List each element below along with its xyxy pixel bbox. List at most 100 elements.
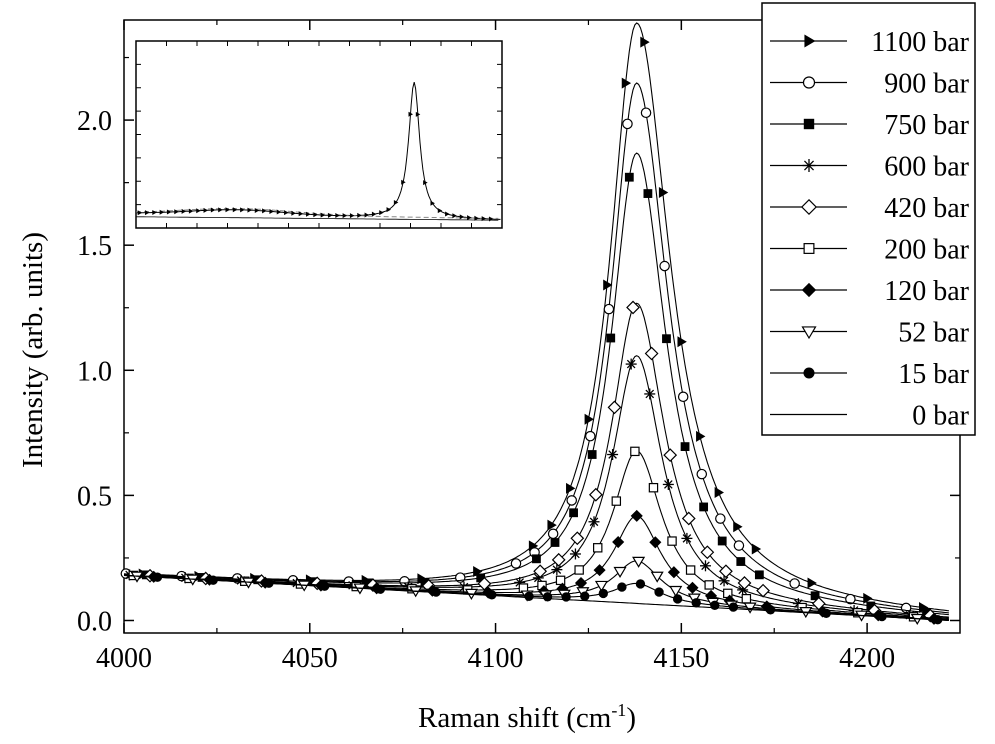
- data-point: [667, 536, 677, 546]
- data-point: [510, 558, 522, 569]
- legend-label: 200 bar: [884, 235, 969, 266]
- inset-data-point: [371, 211, 377, 217]
- data-point: [551, 552, 566, 567]
- x-tick-label: 4100: [468, 643, 524, 674]
- data-point: [719, 564, 733, 579]
- data-point: [532, 554, 541, 564]
- y-tick-label: 2.0: [77, 106, 112, 137]
- legend-entry: 120 bar: [770, 276, 970, 307]
- x-tick-label: 4050: [282, 643, 338, 674]
- inset-data-point: [232, 207, 238, 213]
- data-point: [681, 532, 693, 544]
- data-point: [473, 566, 483, 578]
- data-point: [696, 468, 708, 480]
- y-tick-label: 1.5: [77, 231, 112, 262]
- data-point: [733, 521, 743, 533]
- data-point: [555, 575, 566, 586]
- data-point: [718, 575, 730, 587]
- inset-data-point: [181, 208, 187, 214]
- data-point: [603, 279, 613, 291]
- inset-data-point: [364, 212, 370, 218]
- inset-data-point: [188, 208, 194, 214]
- data-point: [644, 346, 659, 361]
- inset-data-point: [269, 208, 274, 214]
- inset-plot: [135, 40, 503, 229]
- inset-data-point: [137, 210, 143, 216]
- legend-entry: 15 bar: [770, 359, 970, 390]
- data-point: [476, 573, 486, 583]
- data-point: [640, 36, 650, 48]
- inset-data-point: [445, 211, 450, 217]
- inset-data-point: [152, 209, 157, 215]
- series-line: [123, 574, 949, 622]
- data-point: [717, 536, 727, 546]
- inset-data-point: [166, 209, 172, 215]
- data-point: [802, 76, 816, 89]
- data-point: [630, 509, 643, 522]
- inset-data-point: [196, 208, 201, 214]
- inset-data-point: [225, 207, 230, 213]
- data-point: [574, 577, 588, 590]
- inset-data-point: [423, 180, 428, 186]
- data-point: [700, 545, 715, 560]
- x-axis-label-sup: -1: [611, 700, 626, 720]
- data-point: [845, 593, 856, 605]
- inset-data-point: [452, 213, 457, 219]
- legend-label: 600 bar: [884, 152, 969, 183]
- inset-data-point: [349, 213, 355, 219]
- inset-data-point: [357, 212, 362, 218]
- inset-data-point: [467, 215, 472, 221]
- x-tick-label: 4150: [653, 643, 709, 674]
- data-point: [803, 367, 815, 379]
- inset-data-point: [144, 210, 150, 216]
- data-point: [625, 358, 637, 370]
- data-point: [728, 602, 739, 612]
- x-tick-label: 4200: [839, 643, 895, 674]
- data-point: [584, 413, 594, 425]
- data-point: [756, 583, 770, 598]
- legend-label: 52 bar: [898, 318, 969, 349]
- data-point: [612, 535, 625, 549]
- data-point: [751, 543, 762, 555]
- data-point: [696, 430, 706, 442]
- legend-label: 900 bar: [884, 69, 969, 100]
- data-point: [587, 450, 597, 459]
- data-point: [588, 516, 600, 528]
- legend-entry: 0 bar: [770, 401, 970, 432]
- data-point: [611, 496, 622, 506]
- data-point: [585, 430, 596, 442]
- data-point: [737, 576, 752, 590]
- data-point: [659, 260, 670, 272]
- legend: 1100 bar 900 bar 750 bar 600 bar 420 bar 200 …: [761, 2, 976, 436]
- legend-entry: 420 bar: [770, 193, 970, 224]
- inset-data-point: [298, 211, 304, 217]
- legend-entry: 600 bar: [770, 152, 970, 183]
- inset-data-point: [481, 216, 487, 222]
- data-point: [681, 511, 696, 526]
- inset-data-point: [415, 111, 421, 117]
- data-point: [677, 336, 687, 348]
- data-point: [714, 486, 724, 498]
- inset-data-point: [393, 200, 399, 206]
- inset-data-point: [262, 208, 267, 214]
- inset-data-point: [327, 212, 333, 218]
- data-point: [650, 571, 664, 583]
- inset-data-point: [247, 207, 252, 213]
- data-point: [607, 449, 619, 461]
- inset-data-point: [306, 211, 311, 217]
- data-point: [736, 557, 746, 566]
- data-point: [658, 187, 669, 199]
- data-point: [667, 566, 680, 579]
- data-point: [547, 528, 559, 540]
- inset-data-point: [379, 210, 384, 216]
- inset-data-point: [254, 207, 260, 213]
- data-point: [741, 593, 752, 604]
- data-point: [574, 565, 584, 575]
- y-axis-label: Intensity (arb. units): [17, 232, 49, 468]
- inset-data-point: [210, 207, 216, 213]
- data-point: [487, 590, 497, 600]
- data-point: [580, 591, 590, 601]
- data-point: [804, 34, 816, 48]
- data-point: [686, 581, 699, 594]
